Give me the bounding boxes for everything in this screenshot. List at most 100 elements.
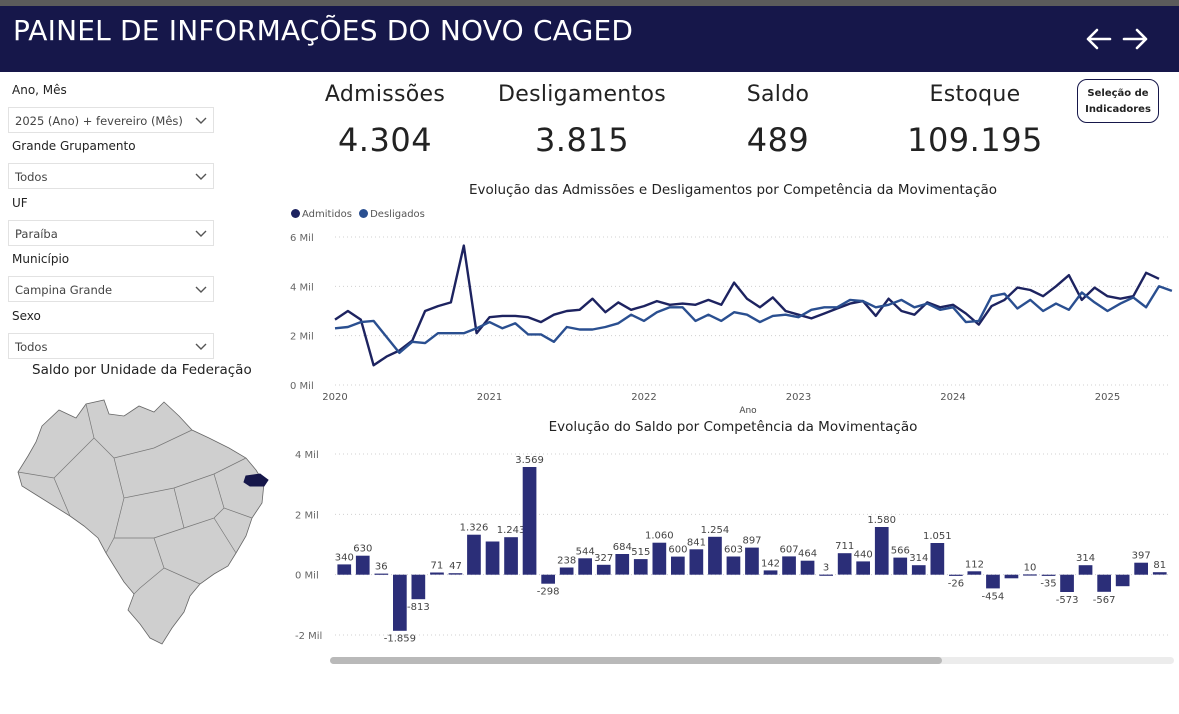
- saldo-bar: [708, 536, 722, 575]
- bar-data-label: -1.859: [384, 634, 416, 645]
- saldo-bar: [374, 573, 389, 575]
- chevron-down-icon: [195, 117, 207, 124]
- bar-data-label: -567: [1093, 595, 1116, 606]
- bar-data-label: 544: [576, 546, 595, 557]
- bar-data-label: 711: [835, 541, 854, 552]
- saldo-bar: [1152, 572, 1167, 575]
- window-top-strip: [0, 0, 1179, 6]
- saldo-bar: [1134, 562, 1148, 575]
- filter-select-sexo[interactable]: Todos: [8, 333, 214, 359]
- filter-select-ano-mes[interactable]: 2025 (Ano) + fevereiro (Mês): [8, 107, 214, 133]
- saldo-bar: [1004, 574, 1019, 579]
- saldo-bar: [819, 574, 833, 576]
- kpi-value: 4.304: [337, 121, 433, 159]
- indicator-selection-line2: Indicadores: [1085, 104, 1151, 115]
- legend-item-desligados[interactable]: Desligados: [359, 209, 425, 220]
- legend-item-admitidos[interactable]: Admitidos: [291, 209, 352, 220]
- kpi-admissoes: Admissões 4.304: [305, 82, 465, 159]
- y-tick-label: 2 Mil: [290, 332, 314, 343]
- kpi-label: Desligamentos: [498, 82, 666, 107]
- saldo-bar: [485, 541, 500, 575]
- saldo-bar: [393, 574, 407, 631]
- bar-data-label: 600: [668, 545, 687, 556]
- series-line-desligados: [334, 285, 1173, 355]
- saldo-bar: [633, 559, 648, 575]
- saldo-bar: [967, 571, 982, 575]
- chevron-down-icon: [195, 230, 207, 237]
- kpi-value: 489: [746, 121, 810, 159]
- saldo-bar: [467, 534, 481, 575]
- legend-dot-icon: [291, 209, 300, 218]
- bar-data-label: 3: [823, 563, 829, 574]
- saldo-bar: [856, 561, 870, 575]
- bar-data-label: 630: [353, 544, 372, 555]
- kpi-desligamentos: Desligamentos 3.815: [482, 82, 682, 159]
- saldo-bar: [874, 527, 889, 575]
- arrow-right-icon[interactable]: [1121, 24, 1151, 54]
- saldo-bar: [337, 564, 352, 575]
- bar-data-label: 36: [375, 562, 388, 573]
- line-chart-title: Evolução das Admissões e Desligamentos p…: [468, 182, 998, 198]
- y-tick-label: 0 Mil: [295, 571, 319, 582]
- saldo-bar: [745, 547, 759, 575]
- bar-data-label: 47: [449, 561, 462, 572]
- filter-value: Paraíba: [15, 227, 58, 241]
- filter-label-uf: UF: [12, 196, 28, 210]
- bar-data-label: 112: [965, 559, 984, 570]
- map-country-shape[interactable]: [17, 399, 265, 645]
- saldo-bar: [671, 556, 685, 575]
- saldo-bar: [986, 574, 1000, 589]
- saldo-bar: [1115, 574, 1130, 587]
- saldo-bar: [726, 556, 741, 575]
- legend-label: Desligados: [370, 209, 425, 220]
- saldo-bar: [504, 537, 518, 575]
- y-tick-label: 4 Mil: [295, 450, 319, 461]
- arrow-left-icon[interactable]: [1083, 24, 1113, 54]
- y-tick-label: -2 Mil: [295, 631, 322, 642]
- x-tick-label: 2020: [322, 392, 347, 403]
- saldo-bar: [911, 565, 926, 575]
- bar-data-label: 397: [1132, 551, 1151, 562]
- map-state-paraiba[interactable]: [243, 473, 269, 487]
- filter-label-municipio: Município: [12, 252, 70, 266]
- bar-data-label: 71: [431, 561, 444, 572]
- filter-label-ano-mes: Ano, Mês: [12, 83, 67, 97]
- saldo-bar: [559, 567, 574, 575]
- bar-data-label: 238: [557, 556, 576, 567]
- bar-data-label: 142: [761, 558, 780, 569]
- bar-data-label: 340: [335, 552, 354, 563]
- map-title: Saldo por Unidade da Federação: [32, 362, 252, 378]
- line-chart[interactable]: 0 Mil 2 Mil 4 Mil 6 Mil 2020 2021 2022 2023 2024…: [280, 225, 1179, 420]
- filter-select-municipio[interactable]: Campina Grande: [8, 276, 214, 302]
- legend-label: Admitidos: [302, 209, 352, 220]
- bar-data-label: 603: [724, 545, 743, 556]
- chevron-down-icon: [195, 286, 207, 293]
- bar-data-label: 1.051: [923, 531, 952, 542]
- saldo-bar: [930, 543, 945, 575]
- bar-data-label: 1.326: [460, 523, 489, 534]
- page-title: PAINEL DE INFORMAÇÕES DO NOVO CAGED: [13, 14, 634, 47]
- bar-data-label: -26: [948, 579, 964, 590]
- filter-value: Todos: [15, 170, 48, 184]
- saldo-bar: [578, 558, 592, 575]
- saldo-bar: [782, 556, 796, 575]
- y-tick-label: 6 Mil: [290, 233, 314, 244]
- bar-data-label: -298: [537, 587, 560, 598]
- saldo-bar: [541, 574, 555, 584]
- filter-label-sexo: Sexo: [12, 309, 41, 323]
- bar-data-label: 440: [854, 549, 873, 560]
- y-tick-label: 2 Mil: [295, 510, 319, 521]
- bar-data-label: 684: [613, 542, 632, 553]
- x-tick-label: 2023: [786, 392, 811, 403]
- kpi-value: 109.195: [907, 121, 1043, 159]
- chart-scrollbar-thumb[interactable]: [330, 657, 942, 664]
- bar-data-label: 1.243: [497, 525, 526, 536]
- filter-select-grande-grupamento[interactable]: Todos: [8, 163, 214, 189]
- bar-data-label: 464: [798, 549, 817, 560]
- filter-select-uf[interactable]: Paraíba: [8, 220, 214, 246]
- saldo-bar: [430, 572, 444, 575]
- brazil-map[interactable]: [14, 388, 274, 650]
- map-state-borders: [17, 403, 253, 595]
- indicator-selection-button[interactable]: Seleção de Indicadores: [1077, 79, 1159, 123]
